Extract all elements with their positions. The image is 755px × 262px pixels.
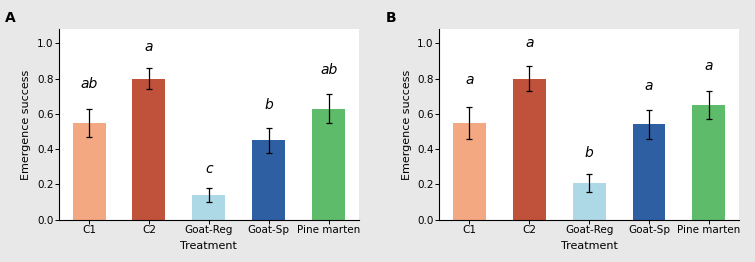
Text: ab: ab (81, 77, 97, 91)
Bar (252, 140, 285, 220)
Bar (312, 108, 345, 220)
Text: a: a (145, 40, 153, 54)
Bar (72, 123, 106, 220)
Bar (513, 79, 546, 220)
Bar (193, 195, 225, 220)
Text: A: A (5, 11, 16, 25)
Text: a: a (465, 73, 473, 88)
Text: b: b (584, 146, 593, 160)
X-axis label: Treatment: Treatment (180, 241, 237, 251)
Text: b: b (264, 98, 273, 112)
Bar (692, 105, 726, 220)
Text: B: B (385, 11, 396, 25)
Text: a: a (645, 79, 653, 93)
Bar (453, 123, 485, 220)
Text: c: c (205, 162, 213, 176)
Y-axis label: Emergence success: Emergence success (402, 69, 411, 179)
Text: a: a (704, 59, 713, 73)
Y-axis label: Emergence success: Emergence success (21, 69, 32, 179)
X-axis label: Treatment: Treatment (561, 241, 618, 251)
Text: ab: ab (320, 63, 337, 77)
Bar (132, 79, 165, 220)
Bar (572, 183, 606, 220)
Bar (633, 124, 665, 220)
Text: a: a (525, 36, 534, 50)
